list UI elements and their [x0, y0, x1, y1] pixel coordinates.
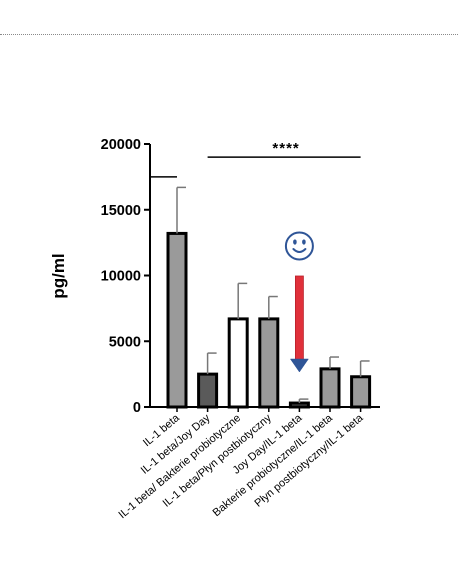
- y-tick-label: 15000: [101, 203, 141, 219]
- smiley-mouth: [292, 248, 307, 253]
- smiley-left-eye: [293, 239, 297, 245]
- arrow-shaft: [294, 275, 304, 362]
- top-dotted-rule: [0, 34, 458, 35]
- smiley-icon: [284, 231, 314, 261]
- bar: [166, 231, 188, 409]
- significance-annotations: ****: [151, 140, 361, 178]
- y-tick-label: 20000: [101, 137, 141, 153]
- y-tick-label: 0: [133, 400, 141, 416]
- bar: [350, 375, 372, 409]
- bar: [258, 317, 280, 409]
- y-axis: 0 5000 10000 15000 20000: [101, 137, 151, 416]
- bar: [288, 401, 310, 409]
- smiley-right-eye: [302, 239, 306, 245]
- bar: [319, 367, 341, 409]
- significance-stars: ****: [272, 140, 299, 157]
- bar: [197, 372, 219, 409]
- y-axis-label: pg/ml: [49, 253, 68, 298]
- bars-group: [166, 186, 372, 409]
- bar: [227, 317, 249, 409]
- y-tick-label: 5000: [109, 334, 141, 350]
- smiley-face-outline: [284, 231, 314, 261]
- arrow-head: [289, 358, 309, 373]
- y-tick-label: 10000: [101, 269, 141, 285]
- highlight-marker: [284, 231, 314, 373]
- down-arrow-icon: [289, 275, 309, 373]
